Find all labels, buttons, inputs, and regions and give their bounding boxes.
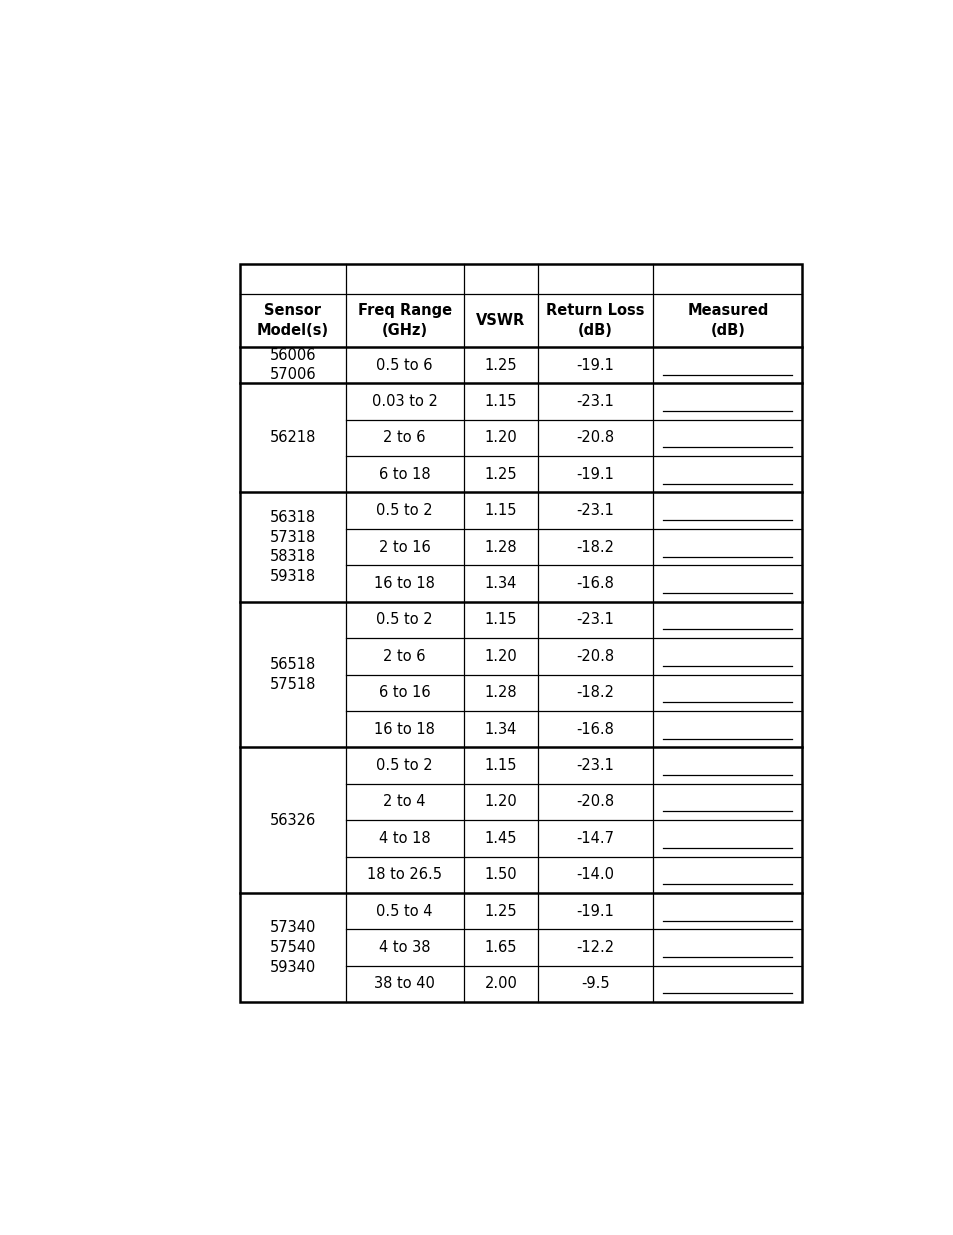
Text: Return Loss
(dB): Return Loss (dB) [546,303,644,337]
Text: 2 to 4: 2 to 4 [383,794,425,809]
Text: 16 to 18: 16 to 18 [374,721,435,736]
Text: 1.20: 1.20 [484,794,517,809]
Text: 0.5 to 2: 0.5 to 2 [375,613,433,627]
Text: VSWR: VSWR [476,312,525,327]
Text: -18.2: -18.2 [576,540,614,555]
Text: -14.0: -14.0 [576,867,614,882]
Text: 1.15: 1.15 [484,758,517,773]
Text: -20.8: -20.8 [576,648,614,663]
Text: 18 to 26.5: 18 to 26.5 [367,867,441,882]
Text: -19.1: -19.1 [577,904,614,919]
Text: 0.5 to 4: 0.5 to 4 [376,904,433,919]
Text: 1.20: 1.20 [484,648,517,663]
Text: 0.5 to 6: 0.5 to 6 [376,358,433,373]
Text: 2 to 16: 2 to 16 [378,540,430,555]
Text: 1.15: 1.15 [484,503,517,519]
Text: 38 to 40: 38 to 40 [374,977,435,992]
Text: -20.8: -20.8 [576,794,614,809]
Text: -23.1: -23.1 [577,394,614,409]
Text: 1.34: 1.34 [484,576,517,592]
Text: 56326: 56326 [270,813,315,827]
Text: -19.1: -19.1 [577,358,614,373]
Text: 1.28: 1.28 [484,540,517,555]
Text: 0.03 to 2: 0.03 to 2 [372,394,437,409]
Bar [239,264,801,1002]
Text: 1.28: 1.28 [484,685,517,700]
Text: -19.1: -19.1 [577,467,614,482]
Text: 1.34: 1.34 [484,721,517,736]
Text: 56006
57006: 56006 57006 [269,348,315,383]
Text: Freq Range
(GHz): Freq Range (GHz) [357,303,451,337]
Text: -9.5: -9.5 [580,977,609,992]
Text: 2 to 6: 2 to 6 [383,648,425,663]
Text: 6 to 18: 6 to 18 [378,467,430,482]
Text: 56318
57318
58318
59318: 56318 57318 58318 59318 [270,510,315,584]
Text: -23.1: -23.1 [577,758,614,773]
Text: 56518
57518: 56518 57518 [269,657,315,692]
Text: 57340
57540
59340: 57340 57540 59340 [269,920,315,974]
Text: Measured
(dB): Measured (dB) [686,303,768,337]
Text: 1.50: 1.50 [484,867,517,882]
Text: 1.15: 1.15 [484,613,517,627]
Text: 4 to 38: 4 to 38 [378,940,430,955]
Text: 2 to 6: 2 to 6 [383,430,425,446]
Text: 0.5 to 2: 0.5 to 2 [375,503,433,519]
Text: 1.25: 1.25 [484,904,517,919]
Text: 16 to 18: 16 to 18 [374,576,435,592]
Text: -20.8: -20.8 [576,430,614,446]
Text: -14.7: -14.7 [576,831,614,846]
Text: -23.1: -23.1 [577,503,614,519]
Text: 1.45: 1.45 [484,831,517,846]
Text: 0.5 to 2: 0.5 to 2 [375,758,433,773]
Text: 1.25: 1.25 [484,467,517,482]
Text: -16.8: -16.8 [577,576,614,592]
Text: 1.65: 1.65 [484,940,517,955]
Text: -23.1: -23.1 [577,613,614,627]
Text: 2.00: 2.00 [484,977,517,992]
Text: -18.2: -18.2 [576,685,614,700]
Text: 1.25: 1.25 [484,358,517,373]
Text: 4 to 18: 4 to 18 [378,831,430,846]
Text: 6 to 16: 6 to 16 [378,685,430,700]
Text: 1.20: 1.20 [484,430,517,446]
Text: -16.8: -16.8 [577,721,614,736]
Text: Sensor
Model(s): Sensor Model(s) [256,303,329,337]
Text: 56218: 56218 [269,430,315,446]
Text: 1.15: 1.15 [484,394,517,409]
Text: -12.2: -12.2 [576,940,614,955]
